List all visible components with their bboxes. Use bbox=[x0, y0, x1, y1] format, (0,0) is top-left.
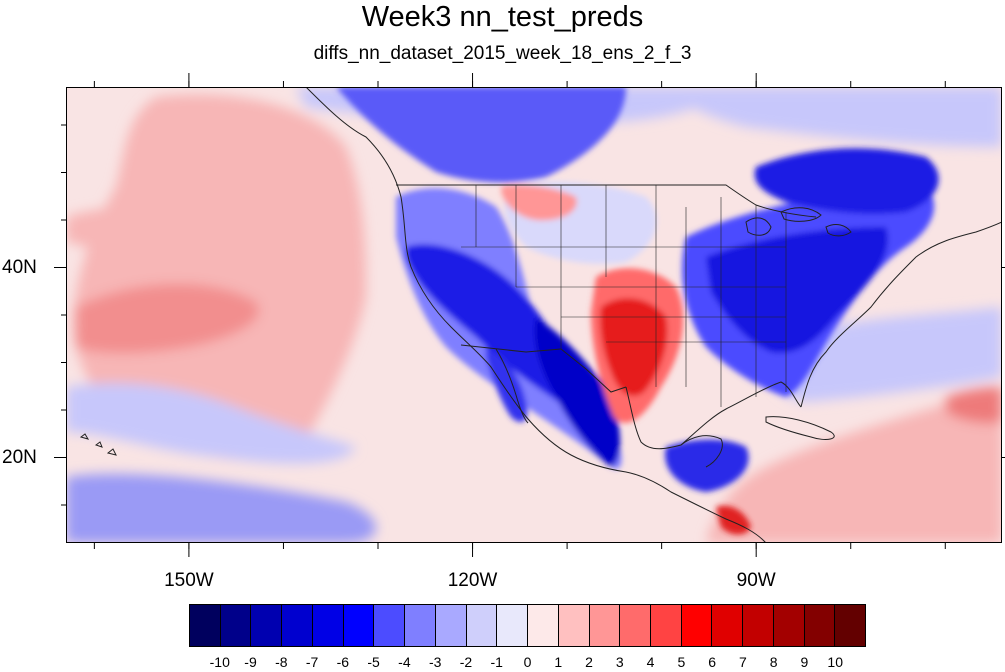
coastlines bbox=[79, 87, 1002, 543]
state-borders bbox=[461, 185, 787, 407]
colorbar-label: 5 bbox=[677, 654, 686, 670]
colorbar-label: 4 bbox=[646, 654, 655, 670]
land-cold-baja bbox=[486, 347, 528, 422]
cold-anomaly-eastern-pacific bbox=[66, 473, 376, 543]
hawaii-islands bbox=[79, 433, 117, 456]
colorbar bbox=[189, 604, 866, 647]
colorbar-label: 3 bbox=[615, 654, 624, 670]
colorbar-label: 0 bbox=[523, 654, 532, 670]
colorbar-swatch bbox=[651, 605, 682, 646]
map-panel bbox=[66, 87, 1002, 543]
colorbar-label: -3 bbox=[428, 654, 442, 670]
colorbar-swatch bbox=[835, 605, 866, 646]
colorbar-swatch bbox=[528, 605, 559, 646]
great-lakes bbox=[745, 207, 852, 237]
colorbar-swatch bbox=[712, 605, 744, 646]
warm-anomaly-pacific-band bbox=[66, 206, 288, 259]
us-mexico-border bbox=[460, 344, 627, 393]
land-cold-mexico-core bbox=[534, 317, 621, 467]
warm-anomaly-pacific bbox=[73, 94, 366, 461]
colorbar-swatch bbox=[251, 605, 283, 646]
latitude-label: 20N bbox=[2, 446, 37, 468]
colorbar-label: 1 bbox=[554, 654, 563, 670]
yucatan-peninsula bbox=[680, 435, 723, 468]
warm-anomaly-atlantic-core bbox=[946, 387, 1002, 424]
pacific-coastline bbox=[305, 87, 767, 543]
colorbar-swatch bbox=[681, 605, 713, 646]
colorbar-swatch bbox=[743, 605, 774, 646]
plot-subtitle: diffs_nn_dataset_2015_week_18_ens_2_f_3 bbox=[313, 43, 692, 64]
cold-anomaly-tropical-pacific bbox=[66, 383, 356, 464]
canada-us-border bbox=[396, 184, 817, 218]
baja-peninsula bbox=[495, 348, 529, 424]
land-anomaly-field bbox=[336, 87, 939, 535]
colorbar-label: 6 bbox=[708, 654, 717, 670]
colorbar-swatch bbox=[620, 605, 652, 646]
cold-anomaly-far-north bbox=[666, 87, 1002, 147]
plot-title: Week3 nn_test_preds bbox=[361, 1, 644, 33]
land-cold-northwest bbox=[336, 87, 626, 183]
colorbar-label: -7 bbox=[305, 654, 319, 670]
colorbar-label: -9 bbox=[244, 654, 257, 670]
colorbar-swatch bbox=[374, 605, 406, 646]
land-cold-great-lakes-canada bbox=[754, 148, 939, 214]
colorbar-swatch bbox=[558, 605, 590, 646]
anomaly-map bbox=[66, 87, 1002, 543]
colorbar-label: 8 bbox=[769, 654, 778, 670]
latitude-label: 40N bbox=[2, 256, 37, 278]
land-warm-nicaragua bbox=[716, 505, 751, 535]
cuba-island bbox=[765, 416, 835, 440]
warm-anomaly-pacific-core bbox=[76, 283, 259, 354]
warm-anomaly-atlantic bbox=[706, 387, 1002, 543]
colorbar-label: 10 bbox=[827, 654, 844, 670]
colorbar-swatch bbox=[466, 605, 498, 646]
colorbar-swatch bbox=[804, 605, 836, 646]
colorbar-swatch bbox=[220, 605, 252, 646]
colorbar-swatch bbox=[773, 605, 805, 646]
colorbar-swatch bbox=[190, 605, 221, 646]
colorbar-label: -5 bbox=[367, 654, 380, 670]
longitude-label: 90W bbox=[736, 570, 776, 591]
land-cold-central-america bbox=[665, 439, 749, 492]
colorbar-label: -8 bbox=[275, 654, 288, 670]
colorbar-swatch bbox=[312, 605, 344, 646]
land-warm-texas-core bbox=[600, 298, 668, 396]
gulf-of-mexico-coast bbox=[625, 381, 802, 450]
colorbar-swatch bbox=[589, 605, 621, 646]
atlantic-coastline bbox=[800, 221, 1002, 408]
colorbar-swatch bbox=[405, 605, 436, 646]
colorbar-label: -1 bbox=[490, 654, 503, 670]
map-border bbox=[66, 87, 1002, 543]
colorbar-label: -10 bbox=[209, 654, 230, 670]
colorbar-swatch bbox=[343, 605, 375, 646]
land-warm-montana bbox=[501, 185, 577, 221]
colorbar-swatch bbox=[497, 605, 529, 646]
colorbar-label: -2 bbox=[459, 654, 473, 670]
longitude-label: 120W bbox=[447, 570, 498, 591]
colorbar-label: 9 bbox=[800, 654, 809, 670]
longitude-label: 150W bbox=[164, 570, 214, 591]
colorbar-swatch bbox=[435, 605, 467, 646]
colorbar-swatch bbox=[282, 605, 313, 646]
colorbar-label: 2 bbox=[585, 654, 593, 670]
colorbar-label: -6 bbox=[336, 654, 350, 670]
land-cold-eastern-us-core bbox=[706, 227, 888, 353]
colorbar-label: 7 bbox=[739, 654, 747, 670]
colorbar-label: -4 bbox=[398, 654, 411, 670]
